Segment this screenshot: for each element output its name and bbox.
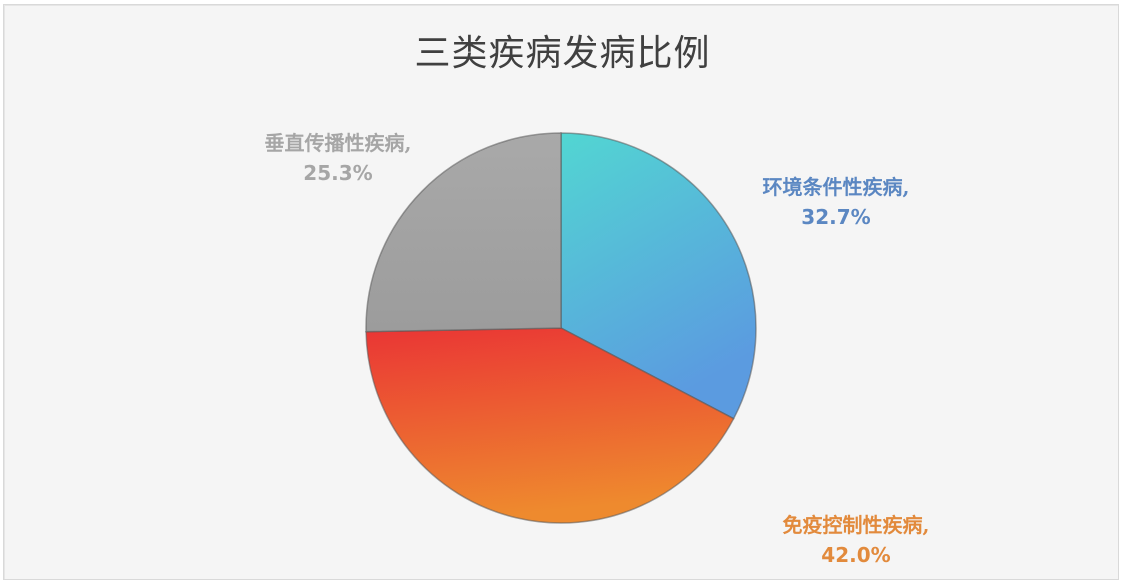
- data-label-name: 环境条件性疾病,: [762, 175, 910, 199]
- data-label-vertical-transmission: 垂直传播性疾病, 25.3%: [228, 128, 448, 188]
- pie-slice-vertical-transmission: [365, 132, 562, 333]
- data-label-immune-control: 免疫控制性疾病, 42.0%: [736, 510, 976, 570]
- pie-slice-environmental: [560, 132, 757, 420]
- data-label-environmental: 环境条件性疾病, 32.7%: [726, 172, 946, 232]
- data-label-value: 25.3%: [303, 161, 373, 185]
- data-label-name: 垂直传播性疾病,: [264, 131, 412, 155]
- chart-title: 三类疾病发病比例: [414, 33, 711, 74]
- data-label-value: 42.0%: [821, 543, 891, 567]
- data-label-name: 免疫控制性疾病,: [782, 513, 930, 537]
- pie-slice-immune-control: [365, 327, 735, 524]
- data-label-value: 32.7%: [801, 205, 871, 229]
